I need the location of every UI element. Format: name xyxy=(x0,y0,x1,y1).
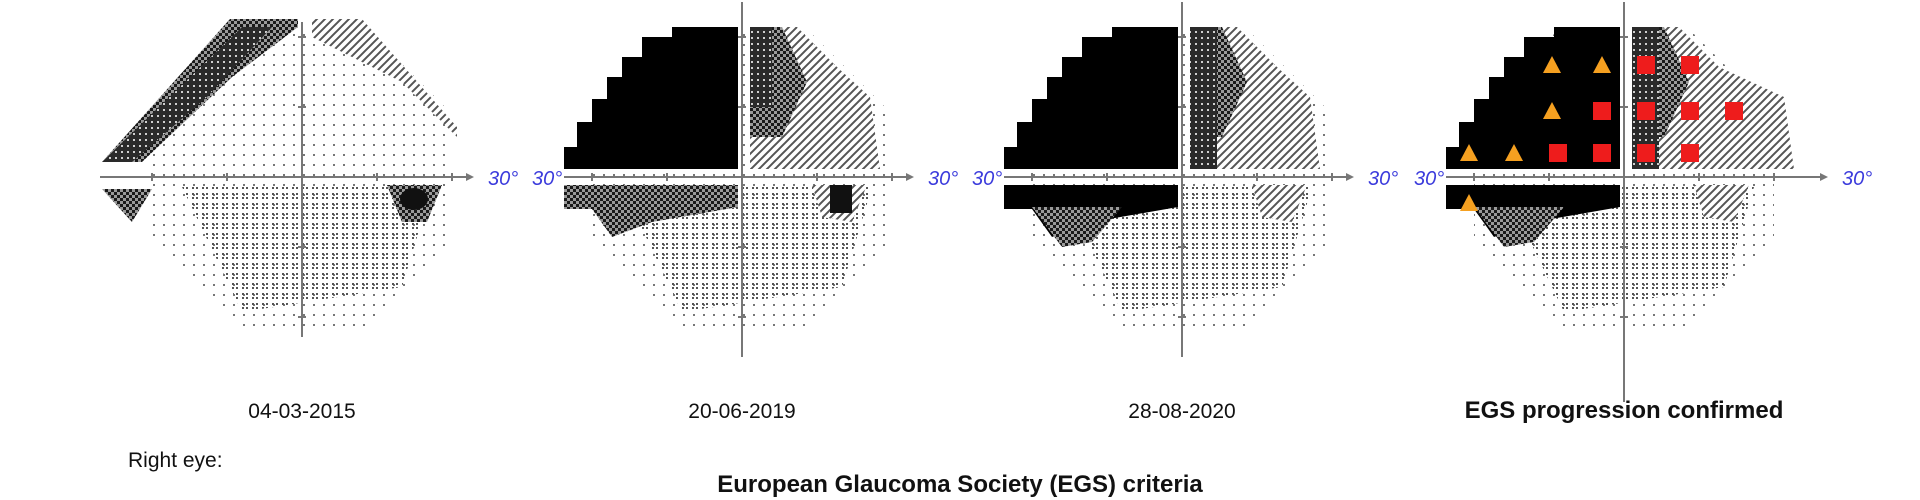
axis-degree-label: 30° xyxy=(1414,168,1444,190)
field-dots-lower xyxy=(622,187,872,312)
field-dots-lower xyxy=(182,187,432,312)
visual-field-panels xyxy=(100,2,1828,402)
defect-band-upper-left-dense xyxy=(102,27,272,162)
axis-degree-label: 30° xyxy=(532,168,562,190)
axis-degree-label: 30° xyxy=(1368,168,1398,190)
visual-field-panel xyxy=(564,2,914,357)
progression-triangle-marker xyxy=(1543,102,1561,119)
visual-field-panel xyxy=(1004,2,1354,357)
progression-triangle-marker xyxy=(1460,194,1478,211)
progression-triangle-marker xyxy=(1593,56,1611,73)
figure-title: European Glaucoma Society (EGS) criteria xyxy=(717,471,1203,498)
progression-triangle-marker xyxy=(1505,144,1523,161)
defect-upper-right-dense xyxy=(750,27,772,107)
defect-blind-spot xyxy=(1694,185,1749,222)
axis-arrow xyxy=(1346,173,1354,181)
defect-upper-right-dense xyxy=(1190,27,1217,169)
deep-defect-lower-left xyxy=(564,185,738,237)
defect-band-upper-right xyxy=(312,19,457,137)
progression-square-marker xyxy=(1593,144,1611,162)
defect-lower-left xyxy=(102,189,152,222)
axis-degree-label: 30° xyxy=(972,168,1002,190)
panel-caption: EGS progression confirmed xyxy=(1465,397,1784,424)
figure-labels: 30° 04-03-2015 30° 30° 20-06-2019 30° 30° 28-08… xyxy=(128,168,1872,498)
defect-lower-left-checked xyxy=(1032,207,1122,247)
blind-spot-core xyxy=(400,188,428,210)
progression-square-marker xyxy=(1637,144,1655,162)
axis-arrow xyxy=(906,173,914,181)
progression-triangle-marker xyxy=(1543,56,1561,73)
progression-triangle-marker xyxy=(1460,144,1478,161)
progression-square-marker xyxy=(1637,56,1655,74)
field-dots-lower xyxy=(1062,187,1312,312)
axis-degree-label: 30° xyxy=(1842,168,1872,190)
defect-blind-spot xyxy=(1252,185,1307,222)
progression-square-marker xyxy=(1593,102,1611,120)
progression-square-marker xyxy=(1681,102,1699,120)
axis-arrow xyxy=(1820,173,1828,181)
axis-degree-label: 30° xyxy=(488,168,518,190)
progression-square-marker xyxy=(1637,102,1655,120)
defect-lower-left-checked xyxy=(1474,207,1564,247)
visual-field-panel xyxy=(1446,2,1828,402)
deep-defect-upper-left xyxy=(1004,27,1178,169)
deep-defect-upper-left xyxy=(564,27,738,169)
panel-caption: 28-08-2020 xyxy=(1128,400,1235,423)
blind-spot-core xyxy=(830,185,852,213)
progression-square-marker xyxy=(1681,144,1699,162)
axis-degree-label: 30° xyxy=(928,168,958,190)
panel-caption: 04-03-2015 xyxy=(248,400,355,423)
axis-arrow xyxy=(466,173,474,181)
panel-caption: 20-06-2019 xyxy=(688,400,795,423)
eye-label: Right eye: xyxy=(128,449,223,472)
progression-square-marker xyxy=(1725,102,1743,120)
visual-field-panel xyxy=(100,19,474,337)
field-dots-lower xyxy=(1504,187,1754,312)
deep-defect-upper-left xyxy=(1446,27,1620,169)
progression-square-marker xyxy=(1681,56,1699,74)
progression-square-marker xyxy=(1549,144,1567,162)
